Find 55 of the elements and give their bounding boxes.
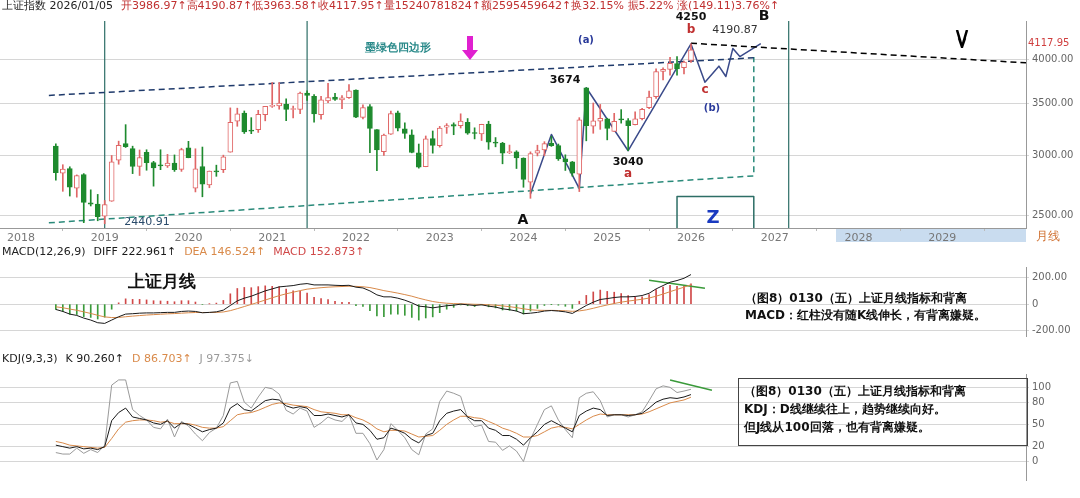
chart-title: 上证指数 2026/01/05 [2,0,113,12]
text: MACD 152.873↑ [273,245,365,258]
annotation: 3674 [549,72,581,86]
annotation: 4250 [675,9,707,23]
x-tick-label: 2029 [928,231,957,245]
text: DEA 146.524↑ [184,245,266,258]
x-tick-label: 2018 [6,231,35,245]
annotation: （图8）0130（五）上证月线指标和背离 [745,290,967,307]
y-tick-label: 0 [1032,455,1039,467]
annotation: c [701,82,709,96]
annotation: （图8）0130（五）上证月线指标和背离 [744,383,966,400]
y-tick-label: 200.00 [1032,271,1067,283]
annotation: 但J线从100回落，也有背离嫌疑。 [744,419,930,436]
x-tick-label: 2026 [676,231,705,245]
annotation: KDJ：D线继续往上，趋势继续向好。 [744,401,946,418]
y-tick-label: 2500.00 [1032,209,1074,221]
x-tick-label: 2022 [341,231,370,245]
y-tick-label: 3000.00 [1032,148,1074,160]
annotation: Z [706,205,720,227]
text: D 86.703↑ [131,352,192,365]
text: 4117.95 [1028,36,1070,48]
chart-title: KDJ(9,3,3) [2,352,58,365]
annotation: b [686,22,696,36]
text: J 97.375↓ [199,352,255,365]
x-tick-label: 2027 [760,231,789,245]
x-tick-label: 2021 [258,231,287,245]
text: K 90.260↑ [65,352,124,365]
chart-subtitle: 开3986.97↑高4190.87↑低3963.58↑收4117.95↑量15240781824↑额2595459642↑换32.15% 振5.22% 涨(149.11)3.76%↑ [120,0,780,12]
annotation: (a) [578,33,594,45]
y-tick-label: 0 [1032,297,1039,309]
y-tick-label: 3500.00 [1032,97,1074,109]
text: 月线 [1036,227,1060,245]
y-tick-label: -200.00 [1032,324,1071,336]
annotation: 墨绿色四边形 [365,39,431,55]
annotation: 3040 [612,154,644,168]
annotation: a [623,166,633,180]
annotation: MACD：红柱没有随K线伸长，有背离嫌疑。 [745,307,987,324]
x-tick-label: 2020 [174,231,203,245]
x-tick-label: 2019 [90,231,119,245]
x-tick-label: 2028 [844,231,873,245]
annotation: A [517,211,529,227]
y-tick-label: 50 [1032,418,1045,429]
annotation: (b) [703,101,721,113]
annotation: 4190.87 [712,22,758,36]
annotation: 2440.91 [124,214,170,228]
y-tick-label: 4000.00 [1032,53,1074,65]
y-tick-label: 100 [1032,380,1052,392]
chart-title: MACD(12,26,9) [2,245,86,258]
y-tick-label: 80 [1032,395,1045,407]
x-tick-label: 2025 [593,231,622,245]
annotation: 上证月线 [128,270,196,293]
x-tick-label: 2023 [425,231,454,245]
y-tick-label: 20 [1032,440,1045,452]
x-tick-label: 2024 [509,231,538,245]
text: DIFF 222.961↑ [93,245,177,258]
